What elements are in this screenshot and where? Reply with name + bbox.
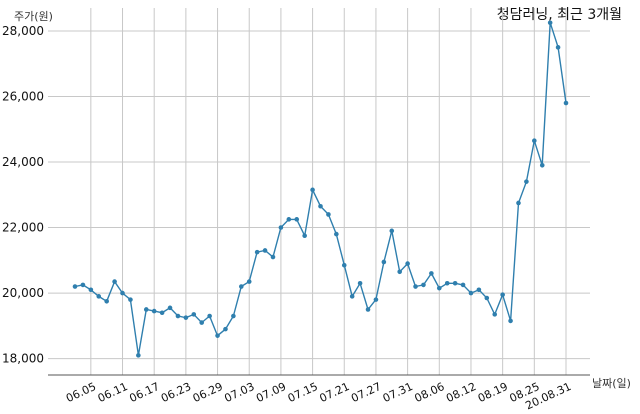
y-tick-label: 20,000: [2, 286, 44, 300]
y-tick-labels: 18,000 20,000 22,000 24,000 26,000 28,000: [2, 24, 44, 366]
data-point: [262, 248, 268, 253]
data-point: [484, 295, 490, 301]
data-point: [334, 231, 339, 237]
data-point: [373, 297, 379, 302]
y-tick-label: 18,000: [2, 352, 44, 366]
data-point: [223, 326, 228, 332]
y-axis-label: 주가(원): [14, 10, 53, 23]
data-point: [555, 45, 561, 50]
y-gridlines: [48, 30, 590, 360]
data-point: [286, 217, 292, 222]
x-tick-label: 07.09: [254, 380, 288, 405]
data-point: [468, 290, 474, 296]
data-point: [104, 298, 109, 304]
x-tick-label: 08.19: [476, 380, 510, 405]
data-point: [547, 20, 553, 26]
data-point: [175, 313, 181, 319]
data-point: [270, 254, 276, 260]
data-point: [231, 313, 236, 319]
data-point: [452, 280, 458, 286]
data-point: [120, 290, 125, 296]
data-point: [318, 203, 323, 209]
data-point: [199, 320, 205, 325]
data-point: [239, 284, 244, 289]
data-point: [429, 271, 434, 276]
data-point: [539, 162, 545, 168]
x-axis-label: 날짜(일): [592, 376, 631, 390]
x-tick-label: 07.31: [381, 380, 415, 405]
x-gridlines: [90, 8, 567, 375]
data-point: [136, 353, 141, 358]
data-point: [508, 318, 513, 324]
data-point: [302, 233, 307, 239]
data-point: [444, 280, 450, 286]
data-point: [278, 225, 284, 230]
data-point: [159, 310, 165, 316]
x-tick-label: 07.21: [317, 380, 351, 405]
data-point: [207, 313, 212, 319]
x-tick-label: 07.15: [286, 380, 320, 405]
x-tick-label: 06.17: [127, 380, 161, 405]
data-point: [532, 138, 537, 144]
chart-title: 청담러닝, 최근 3개월: [497, 7, 622, 23]
data-point: [500, 292, 505, 298]
data-point: [397, 269, 402, 275]
data-point: [151, 308, 157, 314]
y-tick-label: 22,000: [2, 221, 44, 235]
data-point: [389, 228, 395, 234]
y-tick-label: 28,000: [2, 24, 44, 38]
x-tick-label: 07.27: [349, 380, 383, 405]
x-tick-label: 08.12: [444, 380, 478, 405]
x-tick-label: 06.11: [96, 380, 130, 405]
data-point: [191, 312, 197, 317]
data-point: [436, 285, 442, 291]
data-point: [143, 307, 149, 312]
data-point: [516, 200, 521, 206]
data-point: [341, 262, 347, 268]
x-tick-label: 06.29: [191, 380, 225, 405]
data-point: [357, 280, 363, 286]
x-tick-label: 07.03: [222, 380, 256, 405]
data-point: [246, 279, 252, 284]
data-point: [405, 261, 410, 266]
data-point: [413, 284, 418, 289]
data-point: [112, 279, 117, 284]
price-line: [74, 22, 567, 356]
data-point: [80, 282, 86, 288]
price-points: [72, 20, 569, 358]
y-tick-label: 26,000: [2, 89, 44, 103]
data-point: [167, 305, 173, 311]
data-point: [326, 212, 331, 217]
data-point: [310, 187, 315, 193]
data-point: [72, 284, 78, 289]
data-point: [381, 259, 387, 265]
y-tick-label: 24,000: [2, 155, 44, 169]
x-tick-label: 06.05: [64, 380, 98, 405]
data-point: [365, 307, 371, 312]
x-tick-label: 06.23: [159, 380, 193, 405]
x-tick-labels: 06.0506.1106.1706.2306.2907.0307.0907.15…: [64, 380, 573, 412]
data-point: [215, 333, 220, 338]
data-point: [183, 315, 189, 320]
data-point: [294, 217, 300, 222]
data-point: [88, 287, 94, 293]
data-point: [524, 179, 529, 184]
data-point: [349, 294, 355, 299]
data-point: [460, 282, 466, 288]
data-point: [128, 297, 133, 302]
data-point: [563, 100, 569, 106]
data-point: [254, 249, 260, 255]
data-point: [421, 282, 426, 288]
data-point: [96, 294, 102, 299]
x-tick-label: 08.06: [413, 380, 447, 405]
data-point: [492, 312, 498, 317]
data-point: [476, 287, 482, 293]
